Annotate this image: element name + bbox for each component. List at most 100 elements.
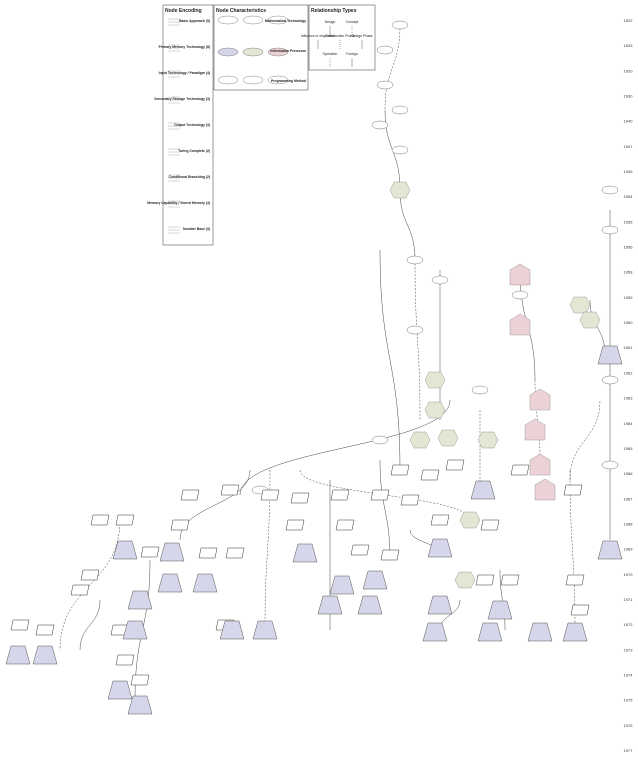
node: [32, 645, 58, 665]
relationship-types-box: [308, 4, 376, 71]
node: [420, 469, 440, 481]
node: [350, 544, 370, 556]
legend-item: Design Phase: [351, 34, 372, 38]
edge: [379, 459, 391, 561]
node: [329, 575, 355, 595]
node: [563, 484, 583, 496]
legend-item: Basic Approach (5): [179, 19, 210, 23]
node: [357, 595, 383, 615]
year-label: 1963: [624, 396, 634, 401]
legend-shape: [267, 15, 289, 25]
year-label: 1949: [624, 169, 634, 174]
year-label: 1976: [624, 723, 634, 728]
edge: [399, 189, 416, 261]
legend-item: Conditional Branching (2): [169, 175, 210, 179]
node: [454, 571, 476, 589]
node: [376, 80, 394, 90]
node: [529, 453, 551, 476]
node: [115, 654, 135, 666]
node: [409, 431, 431, 449]
node: [70, 584, 90, 596]
legend-item: Turing Complete (2): [178, 149, 210, 153]
legend-item: Primary Memory Technology (8): [159, 45, 210, 49]
node: [285, 519, 305, 531]
legend-title: Node Characteristics: [216, 8, 266, 14]
node: [597, 540, 623, 560]
node: [601, 375, 619, 385]
node: [597, 345, 623, 365]
node: [330, 489, 350, 501]
node: [371, 120, 389, 130]
year-label: 1954: [624, 194, 634, 199]
node: [601, 185, 619, 195]
node: [601, 225, 619, 235]
edge: [499, 569, 506, 631]
node: [509, 313, 531, 336]
node: [335, 519, 355, 531]
year-label: 1964: [624, 421, 634, 426]
node: [290, 492, 310, 504]
node: [157, 573, 183, 593]
year-label: 1930: [624, 94, 634, 99]
node: [5, 645, 31, 665]
node: [127, 695, 153, 715]
node: [529, 388, 551, 411]
legend-item: Programming Method: [271, 79, 306, 83]
node: [422, 622, 448, 642]
node: [391, 20, 409, 30]
node: [317, 595, 343, 615]
year-label: 1966: [624, 471, 634, 476]
year-label: 1947: [624, 144, 634, 149]
node: [362, 570, 388, 590]
node: [500, 574, 520, 586]
edge: [79, 599, 101, 651]
year-label: 1833: [624, 43, 634, 48]
legend-item: Input Technology / Paradigm (4): [159, 71, 210, 75]
legend-item: Memory Capability / Stored Memory (4): [147, 201, 210, 205]
node: [127, 590, 153, 610]
node: [470, 480, 496, 500]
node: [115, 514, 135, 526]
legend-title: Node Encoding: [165, 8, 202, 14]
year-label: 1959: [624, 295, 634, 300]
node: [292, 543, 318, 563]
node: [260, 489, 280, 501]
node: [569, 296, 591, 314]
node: [391, 145, 409, 155]
node: [391, 105, 409, 115]
node: [192, 573, 218, 593]
node: [427, 538, 453, 558]
year-label: 1962: [624, 370, 634, 375]
node: [107, 680, 133, 700]
year-label: 1961: [624, 345, 634, 350]
node: [509, 263, 531, 286]
legend-item: Number Base (3): [183, 227, 210, 231]
legend-item: Foreign: [346, 52, 358, 56]
year-label: 1974: [624, 672, 634, 677]
node: [459, 511, 481, 529]
legend-title: Relationship Types: [311, 8, 357, 14]
legend-item: Concept: [346, 20, 359, 24]
node: [10, 619, 30, 631]
edge: [569, 399, 601, 481]
year-label: 1955: [624, 219, 634, 224]
node: [562, 622, 588, 642]
node: [198, 547, 218, 559]
year-label: 1822: [624, 18, 634, 23]
node: [112, 540, 138, 560]
node: [527, 622, 553, 642]
node: [159, 542, 185, 562]
node: [220, 484, 240, 496]
legend-item: Operation: [323, 52, 338, 56]
edge: [414, 259, 421, 421]
node: [427, 595, 453, 615]
node: [477, 622, 503, 642]
year-label: 1969: [624, 547, 634, 552]
node: [370, 489, 390, 501]
legend-item: Information Precursor: [270, 49, 306, 53]
node: [477, 431, 499, 449]
node: [471, 385, 489, 395]
node: [376, 45, 394, 55]
node: [487, 600, 513, 620]
legend-item: Influence or Inspiration: [301, 34, 335, 38]
